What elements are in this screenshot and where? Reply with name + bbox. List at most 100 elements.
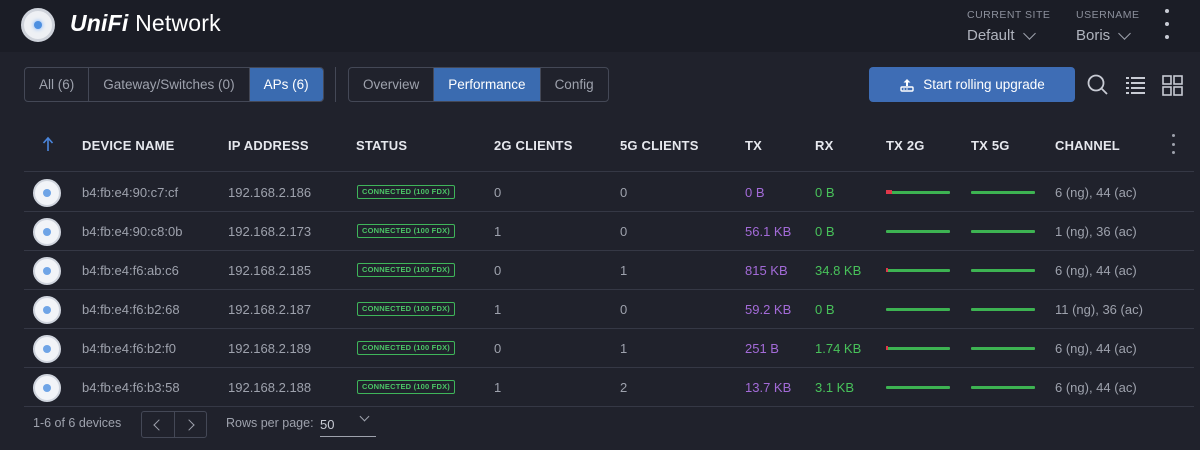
top-bar: UniFi Network CURRENT SITE Default USERN… [0,0,1200,52]
col-rx[interactable]: RX [815,138,834,153]
channel: 1 (ng), 36 (ac) [1055,224,1137,239]
status-badge: CONNECTED (100 FDX) [357,302,455,316]
col-status[interactable]: STATUS [356,138,408,153]
tx-5g-sparkline [971,347,1035,350]
table-row[interactable]: b4:fb:e4:f6:ab:c6 192.168.2.185 CONNECTED … [24,251,1194,290]
chevron-down-icon [1118,26,1132,40]
rows-per-page-value: 50 [320,417,335,432]
tx-2g-sparkline [886,230,950,233]
col-5g-clients[interactable]: 5G CLIENTS [620,138,699,153]
ip-address: 192.168.2.173 [228,224,312,239]
clients-5g: 0 [620,185,628,200]
access-point-icon [33,374,61,402]
table-header: DEVICE NAME IP ADDRESS STATUS 2G CLIENTS… [24,117,1194,172]
column-options-icon[interactable] [1172,134,1176,154]
table-row[interactable]: b4:fb:e4:90:c8:0b 192.168.2.173 CONNECTED … [24,212,1194,251]
clients-2g: 1 [494,224,502,239]
col-tx[interactable]: TX [745,138,763,153]
tx-2g-sparkline [886,308,950,311]
clients-2g: 0 [494,341,502,356]
col-device-name[interactable]: DEVICE NAME [82,138,175,153]
col-2g-clients[interactable]: 2G CLIENTS [494,138,573,153]
site-label: CURRENT SITE [967,9,1051,21]
sort-ascending-icon[interactable] [42,136,54,152]
tx-2g-sparkline [886,386,950,389]
ip-address: 192.168.2.185 [228,263,312,278]
clients-2g: 0 [494,263,502,278]
chevron-down-icon [1022,26,1036,40]
col-ip-address[interactable]: IP ADDRESS [228,138,309,153]
table-row[interactable]: b4:fb:e4:90:c7:cf 192.168.2.186 CONNECTED … [24,173,1194,212]
more-menu-icon[interactable] [1162,9,1172,39]
col-channel[interactable]: CHANNEL [1055,138,1120,153]
device-name: b4:fb:e4:90:c8:0b [82,224,183,239]
tab-overview[interactable]: Overview [349,68,435,101]
device-name: b4:fb:e4:f6:b2:f0 [82,341,176,356]
clients-5g: 0 [620,224,628,239]
rx-value: 0 B [815,302,835,317]
tx-value: 13.7 KB [745,380,792,395]
next-page-button[interactable] [175,412,207,437]
tx-value: 0 B [745,185,765,200]
device-name: b4:fb:e4:f6:ab:c6 [82,263,179,278]
rx-value: 3.1 KB [815,380,855,395]
clients-2g: 1 [494,302,502,317]
start-rolling-upgrade-button[interactable]: Start rolling upgrade [869,67,1075,102]
col-tx-2g[interactable]: TX 2G [886,138,925,153]
tx-2g-sparkline [886,346,950,350]
channel: 6 (ng), 44 (ac) [1055,341,1137,356]
device-count: 1-6 of 6 devices [33,416,122,430]
table-row[interactable]: b4:fb:e4:f6:b2:68 192.168.2.187 CONNECTED … [24,290,1194,329]
tx-value: 59.2 KB [745,302,792,317]
app-title: UniFi Network [70,10,221,36]
tx-value: 251 B [745,341,779,356]
channel: 6 (ng), 44 (ac) [1055,263,1137,278]
clients-2g: 1 [494,380,502,395]
toolbar-divider [335,67,336,102]
status-badge: CONNECTED (100 FDX) [357,380,455,394]
filter-aps[interactable]: APs (6) [249,68,323,101]
view-switcher: Overview Performance Config [348,67,609,102]
tx-5g-sparkline [971,230,1035,233]
status-badge: CONNECTED (100 FDX) [357,263,455,277]
prev-page-button[interactable] [142,412,175,437]
site-value: Default [967,27,1015,44]
channel: 6 (ng), 44 (ac) [1055,380,1137,395]
device-type-filter: All (6) Gateway/Switches (0) APs (6) [24,67,324,102]
status-badge: CONNECTED (100 FDX) [357,224,455,238]
search-icon[interactable] [1085,72,1111,98]
tx-5g-sparkline [971,191,1035,194]
site-selector[interactable]: CURRENT SITE Default [967,9,1050,44]
filter-gateway-switches[interactable]: Gateway/Switches (0) [89,68,250,101]
device-name: b4:fb:e4:90:c7:cf [82,185,179,200]
upgrade-icon [900,78,914,92]
grid-view-icon[interactable] [1160,72,1186,98]
clients-5g: 2 [620,380,628,395]
ip-address: 192.168.2.187 [228,302,312,317]
ip-address: 192.168.2.186 [228,185,312,200]
tx-2g-sparkline [886,268,950,272]
pagination [141,411,207,438]
channel: 11 (ng), 36 (ac) [1055,302,1143,317]
tab-performance[interactable]: Performance [434,68,541,101]
user-selector[interactable]: USERNAME Boris [1076,9,1140,44]
table-row[interactable]: b4:fb:e4:f6:b2:f0 192.168.2.189 CONNECTED … [24,329,1194,368]
rows-per-page-select[interactable]: 50 [320,411,376,437]
access-point-icon [33,179,61,207]
rx-value: 1.74 KB [815,341,862,356]
chevron-right-icon [183,418,195,431]
tab-config[interactable]: Config [554,77,594,92]
list-view-icon[interactable] [1123,72,1149,98]
status-badge: CONNECTED (100 FDX) [357,341,455,355]
ip-address: 192.168.2.188 [228,380,312,395]
unifi-logo-icon[interactable] [21,8,55,42]
clients-5g: 1 [620,341,628,356]
col-tx-5g[interactable]: TX 5G [971,138,1010,153]
ip-address: 192.168.2.189 [228,341,312,356]
devices-table: DEVICE NAME IP ADDRESS STATUS 2G CLIENTS… [0,117,1200,450]
access-point-icon [33,296,61,324]
tx-5g-sparkline [971,269,1035,272]
tx-value: 56.1 KB [745,224,792,239]
filter-all[interactable]: All (6) [25,68,90,101]
table-row[interactable]: b4:fb:e4:f6:b3:58 192.168.2.188 CONNECTED … [24,368,1194,407]
